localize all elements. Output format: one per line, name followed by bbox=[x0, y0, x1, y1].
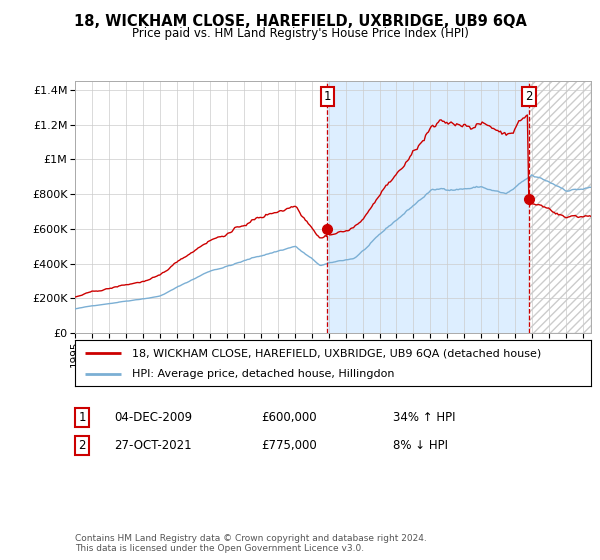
Text: 27-OCT-2021: 27-OCT-2021 bbox=[114, 438, 191, 452]
Bar bbox=[529, 81, 591, 333]
Text: Contains HM Land Registry data © Crown copyright and database right 2024.
This d: Contains HM Land Registry data © Crown c… bbox=[75, 534, 427, 553]
Text: Price paid vs. HM Land Registry's House Price Index (HPI): Price paid vs. HM Land Registry's House … bbox=[131, 27, 469, 40]
Text: 2: 2 bbox=[79, 438, 86, 452]
Text: 34% ↑ HPI: 34% ↑ HPI bbox=[393, 410, 455, 424]
Text: 18, WICKHAM CLOSE, HAREFIELD, UXBRIDGE, UB9 6QA (detached house): 18, WICKHAM CLOSE, HAREFIELD, UXBRIDGE, … bbox=[132, 348, 541, 358]
Text: 2: 2 bbox=[525, 90, 533, 104]
Text: 1: 1 bbox=[323, 90, 331, 104]
Text: HPI: Average price, detached house, Hillingdon: HPI: Average price, detached house, Hill… bbox=[132, 368, 394, 379]
Text: £600,000: £600,000 bbox=[261, 410, 317, 424]
Text: £775,000: £775,000 bbox=[261, 438, 317, 452]
Text: 8% ↓ HPI: 8% ↓ HPI bbox=[393, 438, 448, 452]
Text: 04-DEC-2009: 04-DEC-2009 bbox=[114, 410, 192, 424]
Bar bbox=[328, 81, 529, 333]
Text: 1: 1 bbox=[79, 410, 86, 424]
Text: 18, WICKHAM CLOSE, HAREFIELD, UXBRIDGE, UB9 6QA: 18, WICKHAM CLOSE, HAREFIELD, UXBRIDGE, … bbox=[74, 14, 526, 29]
